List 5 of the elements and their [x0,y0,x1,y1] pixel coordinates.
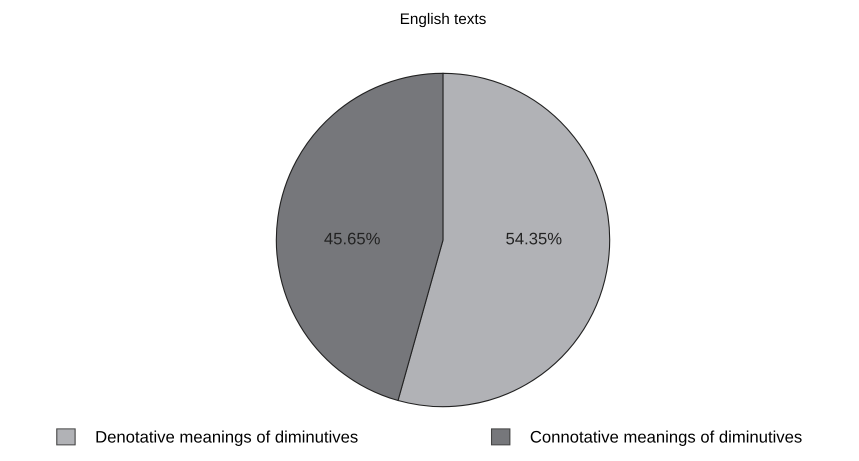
data-label: 54.35% [506,232,562,244]
legend-label: Denotative meanings of diminutives [96,430,358,446]
chart-title: English texts [400,12,486,28]
legend-label: Connotative meanings of diminutives [530,430,802,446]
data-label: 45.65% [324,232,380,244]
